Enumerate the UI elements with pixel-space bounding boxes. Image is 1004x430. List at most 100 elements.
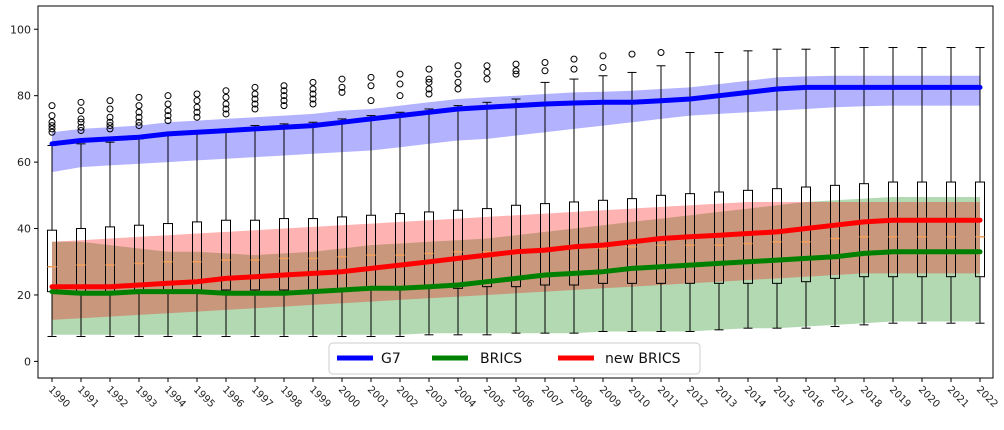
x-tick-label: 1998 bbox=[278, 384, 304, 410]
outlier-point bbox=[280, 87, 288, 95]
x-tick-label: 2012 bbox=[684, 384, 710, 410]
outlier-point bbox=[135, 93, 143, 101]
outlier-point bbox=[454, 85, 462, 93]
outlier-point bbox=[309, 100, 317, 108]
boxplot-2021 bbox=[946, 47, 956, 324]
outlier-point bbox=[164, 100, 172, 108]
outlier-point bbox=[512, 67, 520, 75]
outlier-point bbox=[222, 93, 230, 101]
x-tick-label: 1995 bbox=[191, 384, 217, 410]
box bbox=[598, 199, 608, 284]
x-tick-label: 2003 bbox=[423, 384, 449, 410]
outlier-point bbox=[77, 98, 85, 106]
outlier-point bbox=[193, 103, 201, 111]
outlier-point bbox=[309, 85, 317, 93]
boxplot-2018 bbox=[859, 47, 869, 326]
outlier-point bbox=[77, 107, 85, 115]
outlier-point bbox=[251, 90, 259, 98]
boxplot-2016 bbox=[801, 48, 811, 329]
x-tick-label: 1991 bbox=[75, 384, 101, 410]
boxplot-2019 bbox=[888, 47, 898, 324]
boxplot-2017 bbox=[830, 47, 840, 328]
x-tick-label: 2019 bbox=[887, 384, 913, 410]
x-tick-label: 1999 bbox=[307, 384, 333, 410]
x-tick-label: 2006 bbox=[510, 384, 536, 410]
outlier-point bbox=[106, 122, 114, 130]
outlier-point bbox=[483, 68, 491, 76]
outlier-point bbox=[454, 62, 462, 70]
x-tick-label: 1992 bbox=[104, 384, 130, 410]
outlier-point bbox=[135, 108, 143, 116]
x-tick-label: 1994 bbox=[162, 384, 188, 410]
outlier-point bbox=[193, 97, 201, 105]
outlier-point bbox=[309, 95, 317, 103]
outlier-point bbox=[48, 102, 56, 110]
x-tick-label: 2011 bbox=[655, 384, 681, 410]
box bbox=[511, 204, 521, 288]
series-line-g7 bbox=[49, 84, 983, 147]
boxplot-2020 bbox=[917, 47, 927, 324]
outlier-point bbox=[483, 62, 491, 70]
boxplot-2022 bbox=[975, 47, 985, 324]
outlier-point bbox=[77, 127, 85, 135]
x-tick-label: 2020 bbox=[916, 384, 942, 410]
box bbox=[801, 186, 811, 283]
outlier-point bbox=[425, 78, 433, 86]
boxplot-1994 bbox=[163, 92, 173, 337]
outlier-point bbox=[396, 92, 404, 100]
outlier-point bbox=[193, 113, 201, 121]
outlier-point bbox=[367, 73, 375, 81]
outlier-point bbox=[193, 90, 201, 98]
outlier-point bbox=[280, 97, 288, 105]
boxplot-2005 bbox=[482, 62, 492, 336]
outlier-point bbox=[541, 58, 549, 66]
outlier-point bbox=[106, 97, 114, 105]
outlier-point bbox=[570, 55, 578, 63]
x-tick-label: 2009 bbox=[597, 384, 623, 410]
box bbox=[946, 181, 956, 278]
outlier-point bbox=[541, 67, 549, 75]
y-tick-label: 60 bbox=[17, 156, 31, 169]
outlier-point bbox=[338, 75, 346, 83]
legend-box bbox=[328, 342, 701, 375]
outlier-point bbox=[135, 122, 143, 130]
x-tick-label: 2000 bbox=[336, 384, 362, 410]
legend-label-g7: G7 bbox=[381, 351, 401, 367]
x-tick-label: 2004 bbox=[452, 384, 478, 410]
boxplot-1998 bbox=[279, 82, 289, 337]
boxplot-2015 bbox=[772, 48, 782, 329]
x-tick-label: 2005 bbox=[481, 384, 507, 410]
x-tick-label: 2007 bbox=[539, 384, 565, 410]
outlier-point bbox=[599, 52, 607, 60]
x-tick-label: 1997 bbox=[249, 384, 275, 410]
x-tick-label: 2014 bbox=[742, 384, 768, 410]
box bbox=[279, 218, 289, 291]
series-line-new-brics bbox=[49, 217, 983, 290]
outlier-point bbox=[106, 125, 114, 133]
x-tick-label: 2010 bbox=[626, 384, 652, 410]
outlier-point bbox=[77, 115, 85, 123]
box bbox=[482, 208, 492, 288]
outlier-point bbox=[512, 70, 520, 78]
outlier-point bbox=[164, 112, 172, 120]
outlier-point bbox=[48, 125, 56, 133]
outlier-point bbox=[164, 92, 172, 100]
x-axis: 1990 1991 1992 1993 1994 1995 1996 1997 1998 1999… bbox=[46, 378, 1000, 410]
boxplot-2004 bbox=[453, 62, 463, 336]
outlier-point bbox=[367, 82, 375, 90]
box bbox=[772, 188, 782, 284]
outlier-point bbox=[280, 102, 288, 110]
box bbox=[917, 181, 927, 278]
outlier-point bbox=[425, 90, 433, 98]
outlier-point bbox=[425, 65, 433, 73]
boxplot-2003 bbox=[424, 65, 434, 336]
outlier-point bbox=[251, 100, 259, 108]
series-line-brics bbox=[49, 249, 983, 296]
outlier-point bbox=[135, 118, 143, 126]
boxplot-1992 bbox=[105, 97, 115, 337]
boxplot-1991 bbox=[76, 98, 86, 337]
y-tick-label: 100 bbox=[10, 23, 31, 36]
x-tick-label: 2008 bbox=[568, 384, 594, 410]
outlier-point bbox=[48, 122, 56, 130]
